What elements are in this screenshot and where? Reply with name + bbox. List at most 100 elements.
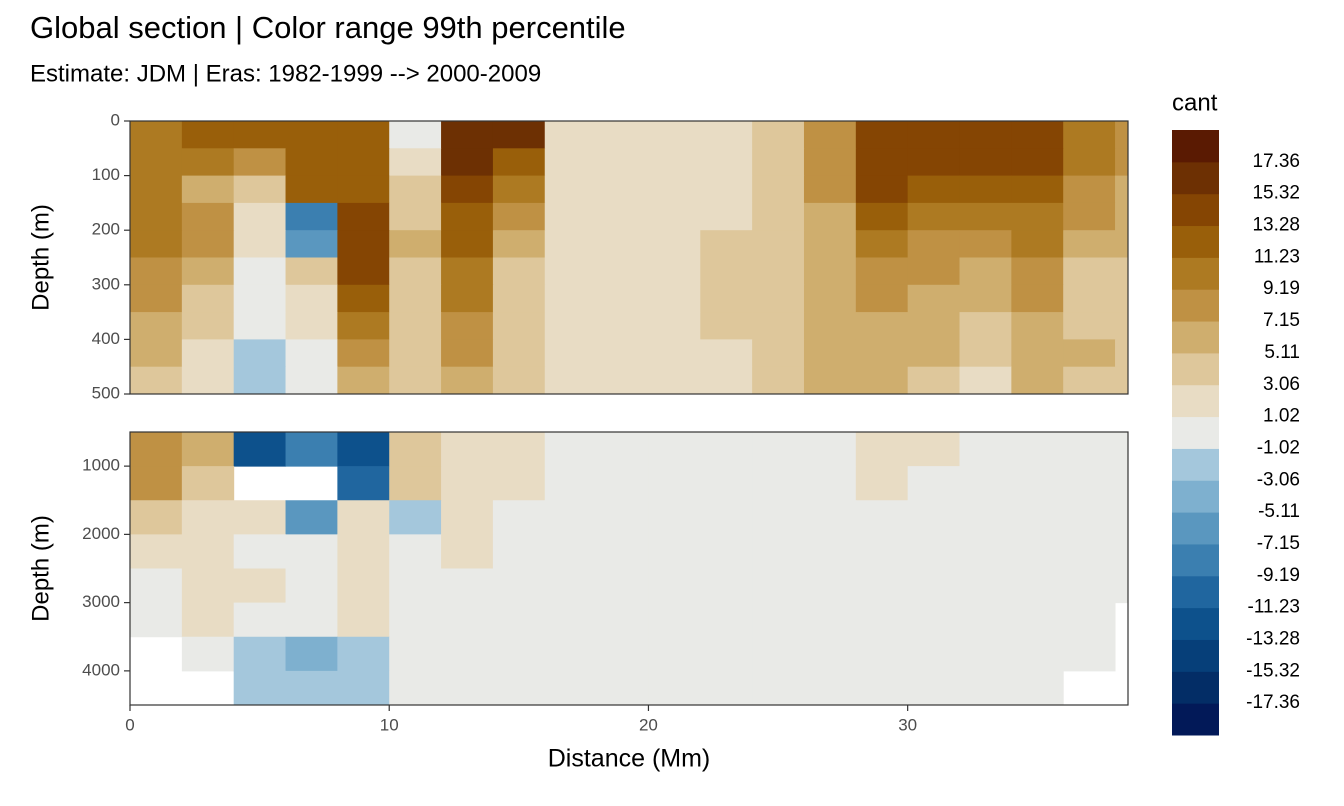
cell: [492, 366, 546, 395]
cell: [337, 257, 390, 286]
cell: [233, 312, 287, 340]
cell: [1115, 148, 1129, 177]
cell: [803, 121, 857, 149]
legend-label: -17.36: [1246, 692, 1300, 713]
cell: [233, 175, 287, 204]
cell: [492, 121, 546, 149]
cell: [1063, 466, 1116, 501]
cell: [959, 202, 1012, 231]
cell: [285, 284, 338, 313]
cell: [1115, 500, 1129, 535]
cell: [1115, 175, 1129, 204]
cell: [233, 602, 287, 638]
cell: [959, 670, 1012, 706]
cell: [492, 534, 546, 569]
cell: [907, 175, 961, 204]
cell: [492, 339, 546, 368]
cell: [855, 466, 909, 501]
x-tick-label: 10: [380, 715, 399, 734]
cell: [544, 466, 598, 501]
cell: [233, 202, 287, 231]
cell: [441, 148, 494, 177]
legend-label: -9.19: [1257, 565, 1300, 586]
cell: [285, 670, 338, 706]
cell: [1115, 312, 1129, 340]
cell: [648, 534, 701, 569]
cell: [752, 670, 805, 706]
cell: [907, 366, 961, 395]
cell: [648, 257, 701, 286]
cell: [1115, 202, 1129, 231]
cell: [700, 202, 753, 231]
cell: [389, 500, 442, 535]
panel-border: [129, 431, 1129, 706]
cell: [855, 366, 909, 395]
legend-swatch: [1172, 671, 1219, 704]
cell: [492, 670, 546, 706]
y-tick-label: 200: [92, 220, 120, 239]
cell: [803, 339, 857, 368]
legend-swatch: [1172, 639, 1219, 672]
cell: [389, 432, 442, 467]
cell: [130, 339, 183, 368]
x-tick-label: 20: [639, 715, 658, 734]
cell: [959, 500, 1012, 535]
cell: [803, 148, 857, 177]
cell: [907, 568, 961, 604]
cell: [441, 670, 494, 706]
cell: [492, 312, 546, 340]
cell: [181, 284, 235, 313]
cell: [544, 284, 598, 313]
cell: [1011, 432, 1064, 467]
cell: [907, 284, 961, 313]
cell: [181, 602, 235, 638]
cell: [1063, 568, 1116, 604]
cell: [596, 339, 649, 368]
cell: [285, 312, 338, 340]
legend-swatch: [1172, 607, 1219, 640]
cell: [803, 568, 857, 604]
cell: [181, 202, 235, 231]
cell: [752, 568, 805, 604]
cell: [389, 602, 442, 638]
cell: [337, 568, 390, 604]
cell: [700, 339, 753, 368]
cell: [907, 602, 961, 638]
legend-swatch: [1172, 161, 1219, 195]
cell: [130, 284, 183, 313]
cell: [700, 230, 753, 258]
cell: [337, 121, 390, 149]
cell: [1063, 339, 1116, 368]
cell: [1063, 121, 1116, 149]
cell: [233, 366, 287, 395]
cell: [959, 230, 1012, 258]
legend-swatch: [1172, 416, 1219, 449]
cell: [1063, 602, 1116, 638]
cell: [337, 312, 390, 340]
cell: [1115, 534, 1129, 569]
cell: [700, 432, 753, 467]
cell: [855, 121, 909, 149]
legend-swatch: [1172, 384, 1219, 418]
cell: [130, 466, 183, 501]
cell: [233, 670, 287, 706]
cell: [1011, 602, 1064, 638]
cell: [389, 230, 442, 258]
cell: [1011, 312, 1064, 340]
y-tick-label: 2000: [82, 524, 120, 543]
cell: [1115, 366, 1129, 395]
cell: [181, 230, 235, 258]
cell: [441, 230, 494, 258]
cell: [648, 121, 701, 149]
cell: [492, 230, 546, 258]
legend-swatch: [1172, 225, 1219, 258]
cell: [803, 500, 857, 535]
cell: [803, 534, 857, 569]
legend-swatch: [1172, 321, 1219, 354]
cell: [130, 230, 183, 258]
cell: [285, 366, 338, 395]
cell: [959, 432, 1012, 467]
cell: [492, 202, 546, 231]
cell: [855, 339, 909, 368]
cell: [648, 175, 701, 204]
